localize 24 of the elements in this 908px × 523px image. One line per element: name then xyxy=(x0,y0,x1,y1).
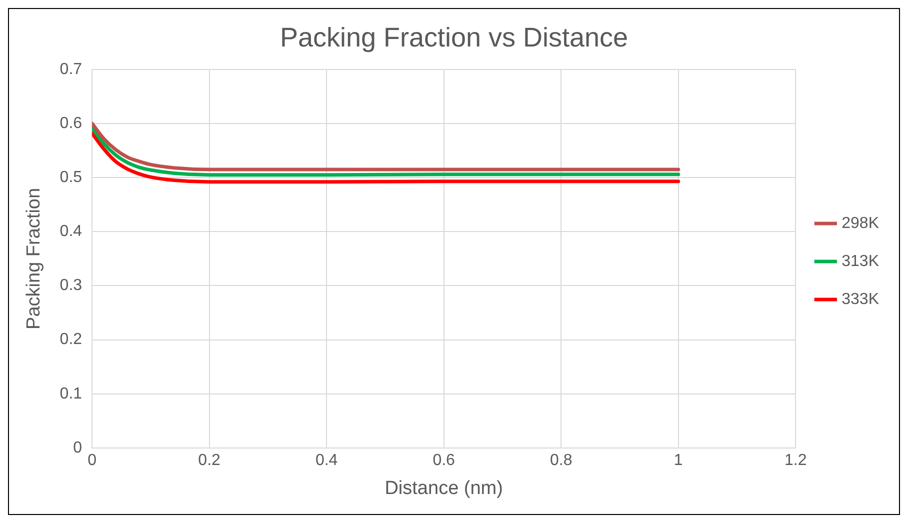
y-tick-label: 0.3 xyxy=(60,277,82,294)
x-tick-label: 0 xyxy=(88,452,97,470)
y-tick-label: 0.6 xyxy=(60,114,82,132)
legend-label: 298K xyxy=(842,214,880,232)
x-tick-label: 1 xyxy=(674,452,683,470)
y-axis-title: Packing Fraction xyxy=(24,188,45,330)
x-tick-label: 0.6 xyxy=(432,452,456,470)
y-tick-label: 0.4 xyxy=(60,223,82,240)
y-tick-label: 0 xyxy=(73,439,82,456)
y-tick-label: 0.7 xyxy=(60,60,82,78)
x-axis-title: Distance (nm) xyxy=(384,478,503,499)
legend-label: 313K xyxy=(842,252,880,270)
legend-label: 333K xyxy=(842,290,880,308)
chart-title: Packing Fraction vs Distance xyxy=(280,22,628,53)
x-tick-label: 0.4 xyxy=(315,452,338,470)
x-tick-label: 0.8 xyxy=(550,452,572,470)
x-tick-label: 0.2 xyxy=(198,452,221,470)
line-series xyxy=(92,126,680,177)
y-tick-label: 0.5 xyxy=(60,168,82,186)
line-series xyxy=(92,131,680,184)
x-tick-label: 1.2 xyxy=(784,452,807,470)
line-series xyxy=(92,122,680,172)
y-tick-label: 0.2 xyxy=(60,331,82,348)
y-tick-label: 0.1 xyxy=(60,385,82,402)
